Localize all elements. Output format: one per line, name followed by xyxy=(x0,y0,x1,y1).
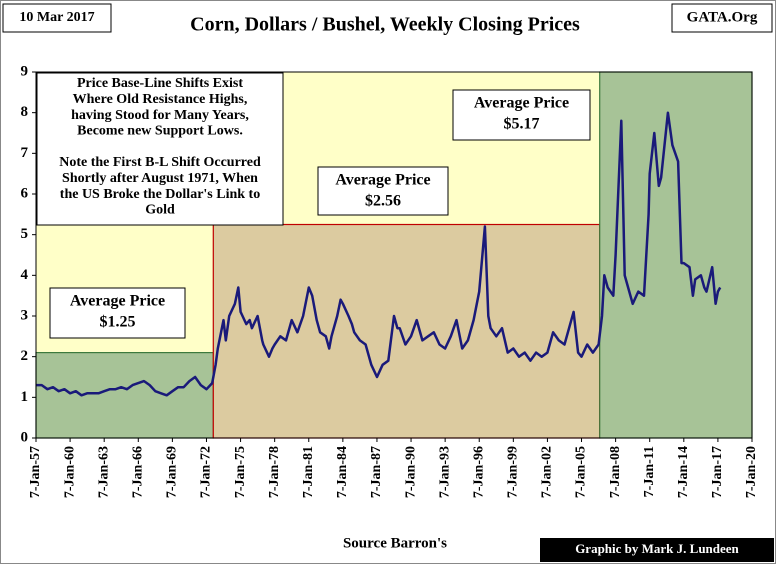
note-line: Gold xyxy=(145,203,175,218)
average-label: Average Price xyxy=(335,172,430,189)
x-tick-label: 7-Jan-08 xyxy=(608,446,623,498)
x-tick-label: 7-Jan-60 xyxy=(62,446,77,498)
x-tick-label: 7-Jan-69 xyxy=(165,446,180,498)
y-tick-label: 6 xyxy=(21,185,29,201)
note-line: Where Old Resistance Highs, xyxy=(73,92,248,107)
x-tick-label: 7-Jan-57 xyxy=(28,446,43,498)
note-line: the US Broke the Dollar's Link to xyxy=(60,187,260,202)
note-line: Shortly after August 1971, When xyxy=(62,171,258,186)
y-tick-label: 0 xyxy=(21,429,29,445)
average-box xyxy=(49,287,186,339)
x-tick-label: 7-Jan-02 xyxy=(540,446,555,498)
x-tick-label: 7-Jan-66 xyxy=(131,446,146,498)
average-label: $5.17 xyxy=(504,116,540,133)
note-box xyxy=(36,72,284,226)
average-box xyxy=(317,166,449,216)
x-tick-label: 7-Jan-11 xyxy=(642,446,657,497)
plot-border xyxy=(35,71,753,439)
y-tick-label: 7 xyxy=(21,145,29,161)
x-tick-label: 7-Jan-99 xyxy=(506,446,521,498)
region xyxy=(212,223,601,439)
x-tick-label: 7-Jan-05 xyxy=(574,446,589,498)
x-tick-label: 7-Jan-87 xyxy=(369,446,384,498)
note-line: Price Base-Line Shifts Exist xyxy=(77,76,243,91)
x-tick-label: 7-Jan-78 xyxy=(267,446,282,498)
chart-title: Corn, Dollars / Bushel, Weekly Closing P… xyxy=(190,14,580,36)
site-label: GATA.Org xyxy=(687,9,758,25)
note-line: having Stood for Many Years, xyxy=(71,108,249,123)
x-tick-label: 7-Jan-14 xyxy=(676,446,691,498)
source: Source Barron's xyxy=(343,535,447,551)
date-box xyxy=(2,3,112,33)
x-tick-label: 7-Jan-84 xyxy=(335,446,350,498)
y-tick-label: 4 xyxy=(21,267,29,283)
y-tick-label: 1 xyxy=(21,389,29,405)
average-label: $1.25 xyxy=(100,314,136,331)
y-tick-label: 5 xyxy=(21,226,29,242)
x-tick-label: 7-Jan-17 xyxy=(710,446,725,498)
average-box xyxy=(452,89,591,141)
x-tick-label: 7-Jan-63 xyxy=(96,446,111,498)
y-tick-label: 2 xyxy=(21,348,29,364)
credit-box xyxy=(540,538,774,562)
average-label: Average Price xyxy=(474,95,569,112)
x-tick-label: 7-Jan-72 xyxy=(199,446,214,498)
price-line xyxy=(36,111,722,397)
y-tick-label: 9 xyxy=(21,63,29,79)
x-tick-label: 7-Jan-96 xyxy=(471,446,486,498)
note-line: Note the First B-L Shift Occurred xyxy=(59,155,261,170)
x-tick-label: 7-Jan-90 xyxy=(403,446,418,498)
site-box xyxy=(671,3,773,33)
x-tick-label: 7-Jan-20 xyxy=(744,446,759,498)
credit: Graphic by Mark J. Lundeen xyxy=(575,541,739,556)
x-tick-label: 7-Jan-81 xyxy=(301,446,316,498)
note-line: Become new Support Lows. xyxy=(77,124,243,139)
average-label: Average Price xyxy=(70,293,165,310)
y-tick-label: 3 xyxy=(21,307,29,323)
region xyxy=(35,352,214,439)
x-tick-label: 7-Jan-75 xyxy=(233,446,248,498)
x-tick-label: 7-Jan-93 xyxy=(437,446,452,498)
date-label: 10 Mar 2017 xyxy=(19,10,94,25)
y-tick-label: 8 xyxy=(21,104,29,120)
average-label: $2.56 xyxy=(365,193,401,210)
